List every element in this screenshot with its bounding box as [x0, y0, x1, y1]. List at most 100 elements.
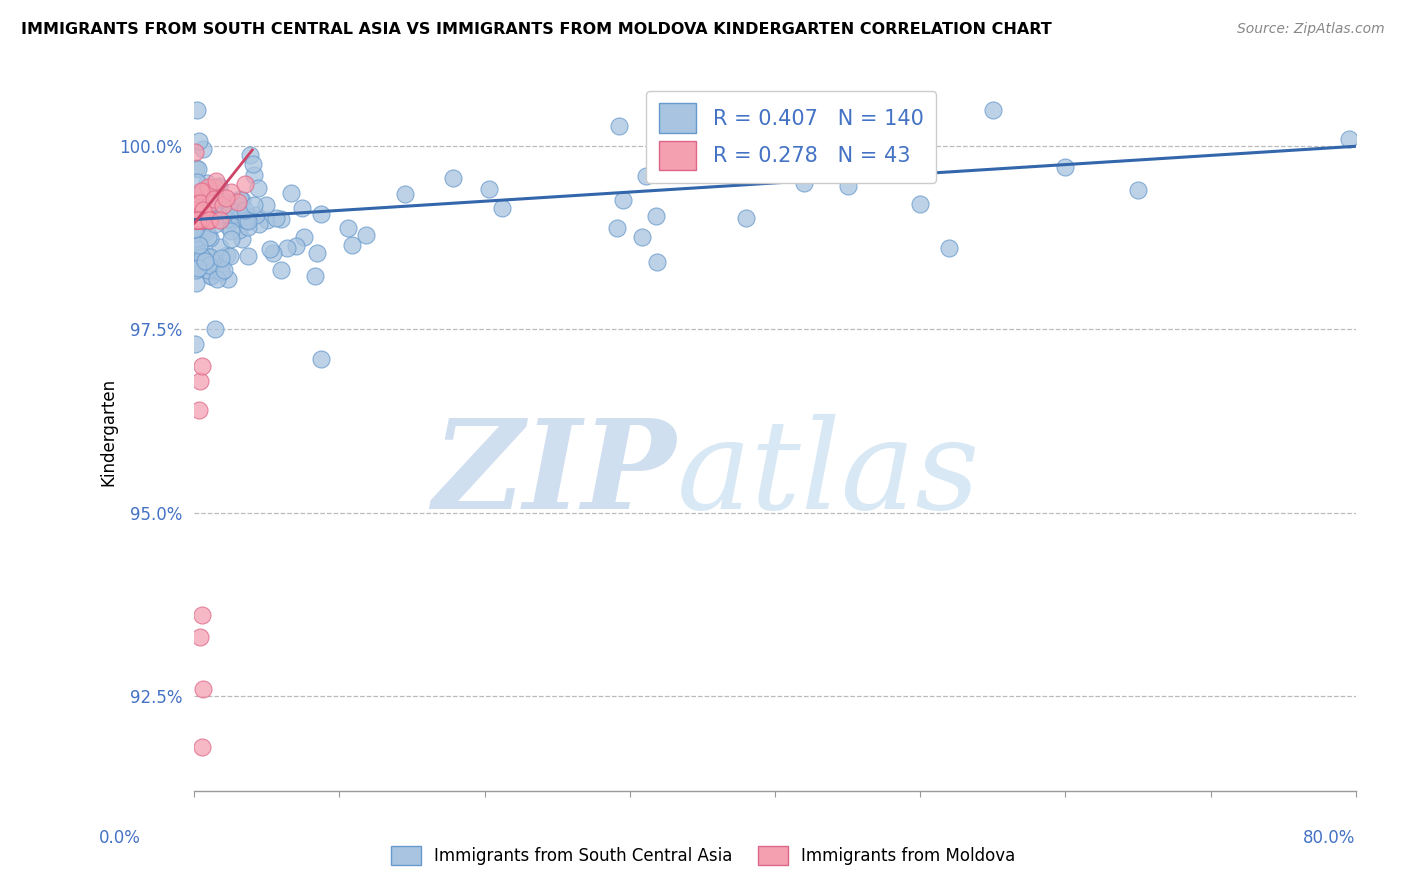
Legend: R = 0.407   N = 140, R = 0.278   N = 43: R = 0.407 N = 140, R = 0.278 N = 43 [647, 91, 936, 183]
Point [187, 403, 209, 417]
Point [212, 262, 235, 277]
Point [184, 277, 207, 291]
Point [478, 182, 501, 196]
Point [188, 195, 211, 210]
Point [190, 213, 212, 227]
Point [200, 269, 222, 284]
Point [187, 212, 209, 227]
Point [198, 212, 221, 227]
Point [186, 207, 208, 221]
Point [337, 221, 360, 235]
Point [304, 268, 326, 283]
Text: 80.0%: 80.0% [1302, 829, 1355, 847]
Point [491, 201, 513, 215]
Point [186, 176, 208, 190]
Point [202, 205, 225, 219]
Point [190, 212, 212, 227]
Point [187, 134, 209, 148]
Point [190, 740, 212, 755]
Point [259, 242, 281, 256]
Point [207, 272, 229, 286]
Point [612, 194, 634, 208]
Point [190, 210, 212, 224]
Point [184, 212, 207, 227]
Point [354, 227, 377, 242]
Point [200, 195, 222, 210]
Point [606, 221, 628, 235]
Point [209, 260, 232, 275]
Point [190, 184, 212, 198]
Point [184, 195, 207, 210]
Point [186, 103, 208, 117]
Point [190, 213, 212, 227]
Point [305, 245, 328, 260]
Point [236, 219, 259, 234]
Point [193, 212, 215, 227]
Point [194, 214, 217, 228]
Point [188, 196, 211, 211]
Point [195, 203, 218, 218]
Point [235, 203, 257, 218]
Point [184, 240, 207, 254]
Point [247, 181, 270, 195]
Point [186, 212, 208, 227]
Point [910, 197, 932, 211]
Point [219, 202, 242, 217]
Point [276, 241, 298, 255]
Point [340, 238, 363, 252]
Legend: Immigrants from South Central Asia, Immigrants from Moldova: Immigrants from South Central Asia, Immi… [385, 841, 1021, 871]
Point [204, 262, 226, 277]
Point [204, 322, 226, 336]
Point [231, 204, 253, 219]
Point [187, 260, 209, 275]
Point [219, 186, 242, 200]
Point [200, 212, 222, 227]
Point [209, 240, 232, 254]
Point [309, 207, 332, 221]
Point [1054, 160, 1077, 174]
Point [263, 246, 285, 260]
Point [194, 208, 217, 222]
Point [218, 250, 240, 264]
Point [188, 374, 211, 388]
Point [191, 250, 214, 264]
Point [188, 630, 211, 644]
Point [187, 234, 209, 248]
Text: ZIP: ZIP [433, 415, 676, 536]
Text: 0.0%: 0.0% [98, 829, 141, 847]
Point [235, 213, 257, 227]
Point [228, 223, 250, 237]
Point [193, 203, 215, 218]
Point [184, 221, 207, 235]
Point [212, 198, 235, 212]
Y-axis label: Kindergarten: Kindergarten [100, 378, 117, 486]
Point [215, 191, 238, 205]
Point [197, 199, 219, 213]
Point [200, 250, 222, 264]
Point [190, 212, 212, 227]
Point [209, 265, 232, 279]
Point [184, 203, 207, 218]
Point [242, 157, 264, 171]
Point [247, 217, 270, 231]
Point [190, 608, 212, 623]
Point [195, 177, 218, 191]
Text: atlas: atlas [676, 415, 980, 536]
Point [270, 263, 292, 277]
Point [190, 186, 212, 200]
Point [644, 209, 666, 223]
Point [187, 212, 209, 227]
Point [205, 202, 228, 217]
Point [441, 170, 464, 185]
Point [285, 239, 308, 253]
Point [197, 248, 219, 262]
Point [195, 191, 218, 205]
Point [793, 177, 815, 191]
Point [270, 211, 292, 226]
Point [184, 262, 207, 277]
Point [197, 201, 219, 215]
Point [636, 169, 658, 183]
Point [190, 220, 212, 235]
Text: Source: ZipAtlas.com: Source: ZipAtlas.com [1237, 22, 1385, 37]
Point [209, 187, 232, 202]
